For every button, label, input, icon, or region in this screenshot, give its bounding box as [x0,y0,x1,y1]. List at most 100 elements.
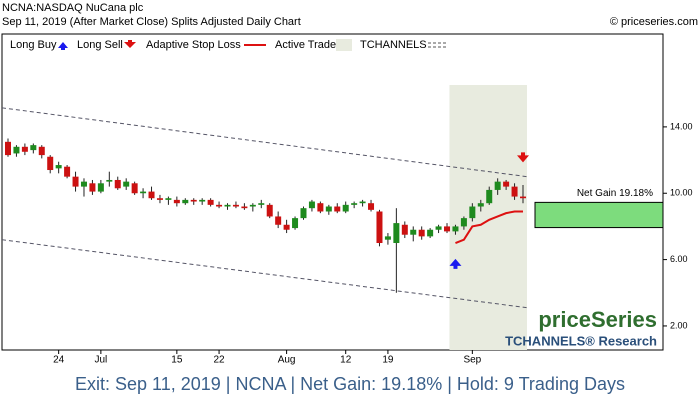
candle-body [97,183,104,192]
candle-body [232,204,239,207]
candle-body [359,201,366,204]
channel-lower [1,239,528,309]
candle-body [292,218,299,229]
candle-body [173,199,180,204]
candle-body [427,229,434,237]
plot-frame [1,33,664,351]
candle-body [435,226,442,230]
candle-body [241,206,248,209]
candle-body [503,181,510,187]
candle-body [283,224,290,230]
candle-body [401,224,408,235]
x-tick-label: Aug [278,355,296,366]
legend-icon [58,42,68,50]
candle-body [393,223,400,244]
y-tick-label: 14.00 [670,121,693,131]
candle-body [148,191,155,199]
buy-arrow [449,258,462,269]
net-gain-label: Net Gain 19.18% [577,188,653,199]
candle-body [460,218,467,227]
footer: Exit: Sep 11, 2019 | NCNA | Net Gain: 19… [75,374,625,394]
y-tick-label: 6.00 [670,254,688,264]
candle-body [258,203,265,205]
net-gain-box [534,201,664,229]
x-tick-label: 12 [340,355,352,366]
candle-body [368,203,375,210]
candle-body [64,166,71,177]
candle-body [89,183,96,192]
candle-body [342,204,349,212]
candle-body [131,183,138,194]
x-tick-label: 15 [171,355,183,366]
candle-body [224,204,231,207]
candle-body [334,206,341,212]
sell-arrow [517,152,529,163]
source: © priceseries.com [610,16,698,28]
y-tick-label: 2.00 [670,320,688,330]
legend-label: Long Sell [77,39,123,51]
candle-body [30,145,37,151]
candle-body [317,203,324,212]
candle-body [38,146,45,156]
candle-body [511,186,518,197]
y-tick-label: 10.00 [670,188,693,198]
research-label: TCHANNELS® Research [505,333,657,348]
candle-body [47,156,54,171]
legend-icon [124,40,136,48]
x-tick-label: 24 [53,355,65,366]
candle-body [13,146,20,154]
candle-body [249,204,256,207]
candle-body [376,211,383,244]
candle-body [418,229,425,237]
footer-bg [0,370,700,400]
candle-body [156,198,163,200]
candle-body [494,181,501,190]
x-tick-label: 22 [214,355,226,366]
candle-body [266,204,273,217]
stop-loss-line [455,210,523,244]
candle-body [190,199,197,202]
candle-body [216,204,223,207]
candle-body [469,206,476,219]
candle-body [300,208,307,219]
candle-body [182,199,189,204]
legend-label: Adaptive Stop Loss [146,39,241,51]
candle-body [325,206,332,212]
legend-label: TCHANNELS [360,39,427,51]
candle-body [444,226,451,232]
candle-body [477,203,484,207]
candle-body [140,191,147,194]
candle-body [114,179,121,189]
candle-body [106,179,113,182]
candle-body [21,146,28,152]
candle-body [486,189,493,204]
plot: 24 Jul 15 22 Aug 12 19 Sep Net Gain 19.18% [1,85,667,366]
candle-body [384,236,391,240]
candle-body [520,196,526,199]
candle-body [80,181,87,187]
legend-label: Active Trade [275,39,336,51]
candle-body [308,201,315,209]
legend-label: Long Buy [10,39,57,51]
candle-body [452,226,459,232]
candle-body [199,199,206,202]
candle-body [165,198,172,200]
legend: Long Buy Long Sell Adaptive Stop Loss Ac… [10,39,448,51]
candle-body [351,203,358,205]
candle-body [55,165,62,169]
watermark: priceSeries [538,307,657,332]
x-tick-label: 19 [382,355,394,366]
candle-body [72,176,79,187]
x-tick-label: Sep [463,355,481,366]
x-tick-label: Jul [94,355,107,366]
candle-body [275,216,282,225]
active-trade [449,85,527,350]
legend-icon [336,39,352,51]
chart-subtitle: Sep 11, 2019 (After Market Close) Splits… [2,16,301,28]
candle-body [207,199,214,205]
chart-title: NCNA:NASDAQ NuCana plc [2,2,144,14]
channel-upper [1,107,528,178]
candle-body [5,141,11,156]
